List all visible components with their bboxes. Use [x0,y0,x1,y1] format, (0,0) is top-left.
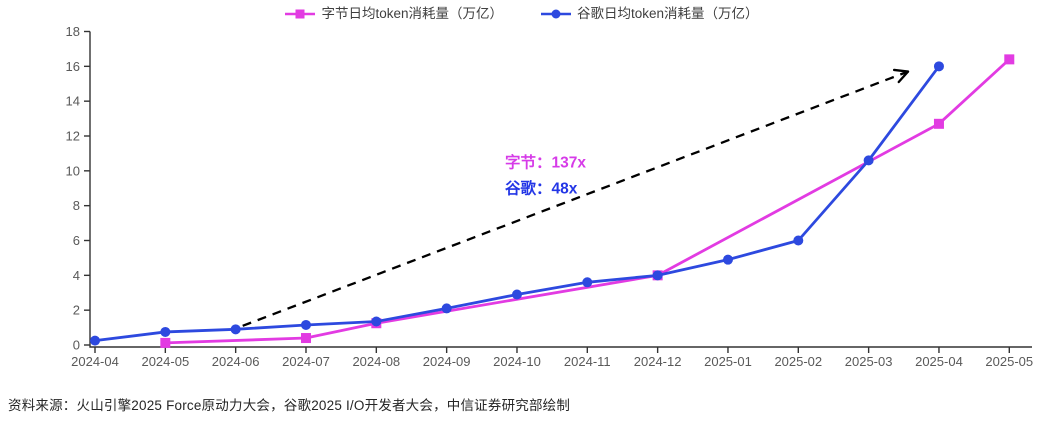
data-marker-circle [722,254,733,265]
y-axis-tick-label: 12 [66,129,80,144]
y-axis-tick-label: 10 [66,163,80,178]
x-axis-tick-label: 2025-01 [704,354,752,369]
x-axis-tick-label: 2025-04 [915,354,963,369]
data-marker-circle [863,155,874,166]
y-axis-tick-label: 8 [73,198,80,213]
data-marker-square [1004,54,1015,65]
legend-marker-graphic [541,9,571,19]
trend-arrow-head [897,70,910,84]
legend-label-bytedance: 字节日均token消耗量（万亿） [321,6,503,21]
data-marker-circle [582,277,593,288]
x-axis-tick-label: 2024-10 [493,354,541,369]
legend-marker-graphic [285,9,316,19]
legend-marker-circle [540,8,572,20]
y-axis-tick-label: 2 [73,303,80,318]
x-axis-tick-label: 2025-03 [845,354,893,369]
x-axis-tick-label: 2024-12 [634,354,682,369]
legend-item-bytedance: 字节日均token消耗量（万亿） [284,7,503,21]
legend-marker-square [284,8,316,20]
data-marker-square [300,333,311,344]
series-line-0 [165,58,1011,345]
x-axis-tick-label: 2024-04 [71,354,119,369]
data-marker-circle [793,235,804,246]
x-axis-tick-label: 2024-05 [141,354,189,369]
data-marker-circle [300,319,311,330]
data-marker-square [160,337,171,348]
legend-item-google: 谷歌日均token消耗量（万亿） [540,7,759,21]
source-note: 资料来源：火山引擎2025 Force原动力大会，谷歌2025 I/O开发者大会… [8,398,571,413]
data-marker-circle [511,289,522,300]
legend-label-google: 谷歌日均token消耗量（万亿） [577,6,759,21]
y-axis-tick-label: 16 [66,59,80,74]
y-axis-tick-label: 18 [66,24,80,39]
data-marker-circle [230,324,241,335]
data-marker-circle [371,316,382,327]
x-axis-tick-label: 2024-09 [423,354,471,369]
chart-legend: 字节日均token消耗量（万亿） 谷歌日均token消耗量（万亿） [0,7,1043,21]
data-marker-circle [933,61,944,72]
y-axis-tick-label: 4 [73,268,80,283]
line-chart: 0 2 4 6 8 10 12 14 16 18 2024-04 2024-05 2024-06 2024… [66,24,1034,369]
x-axis-tick-label: 2024-08 [352,354,400,369]
legend-square-glyph [295,9,305,19]
annotation-text-1: 谷歌：48x [505,178,578,197]
data-marker-square [933,118,944,129]
data-marker-circle [652,270,663,281]
legend-circle-glyph [551,9,561,19]
trend-arrow-head [892,68,910,73]
x-axis-tick-label: 2025-05 [985,354,1033,369]
data-marker-circle [160,326,171,337]
x-axis-tick-label: 2024-07 [282,354,330,369]
annotation-text-0: 字节：137x [505,152,586,171]
x-axis-tick-label: 2024-06 [212,354,260,369]
y-axis-tick-label: 0 [73,338,80,353]
y-axis-tick-label: 14 [66,94,80,109]
data-marker-circle [441,303,452,314]
trend-arrow-shaft [242,70,909,327]
data-marker-circle [90,335,100,346]
x-axis-tick-label: 2024-11 [564,354,611,369]
x-axis-tick-label: 2025-02 [774,354,822,369]
y-axis-tick-label: 6 [73,233,80,248]
